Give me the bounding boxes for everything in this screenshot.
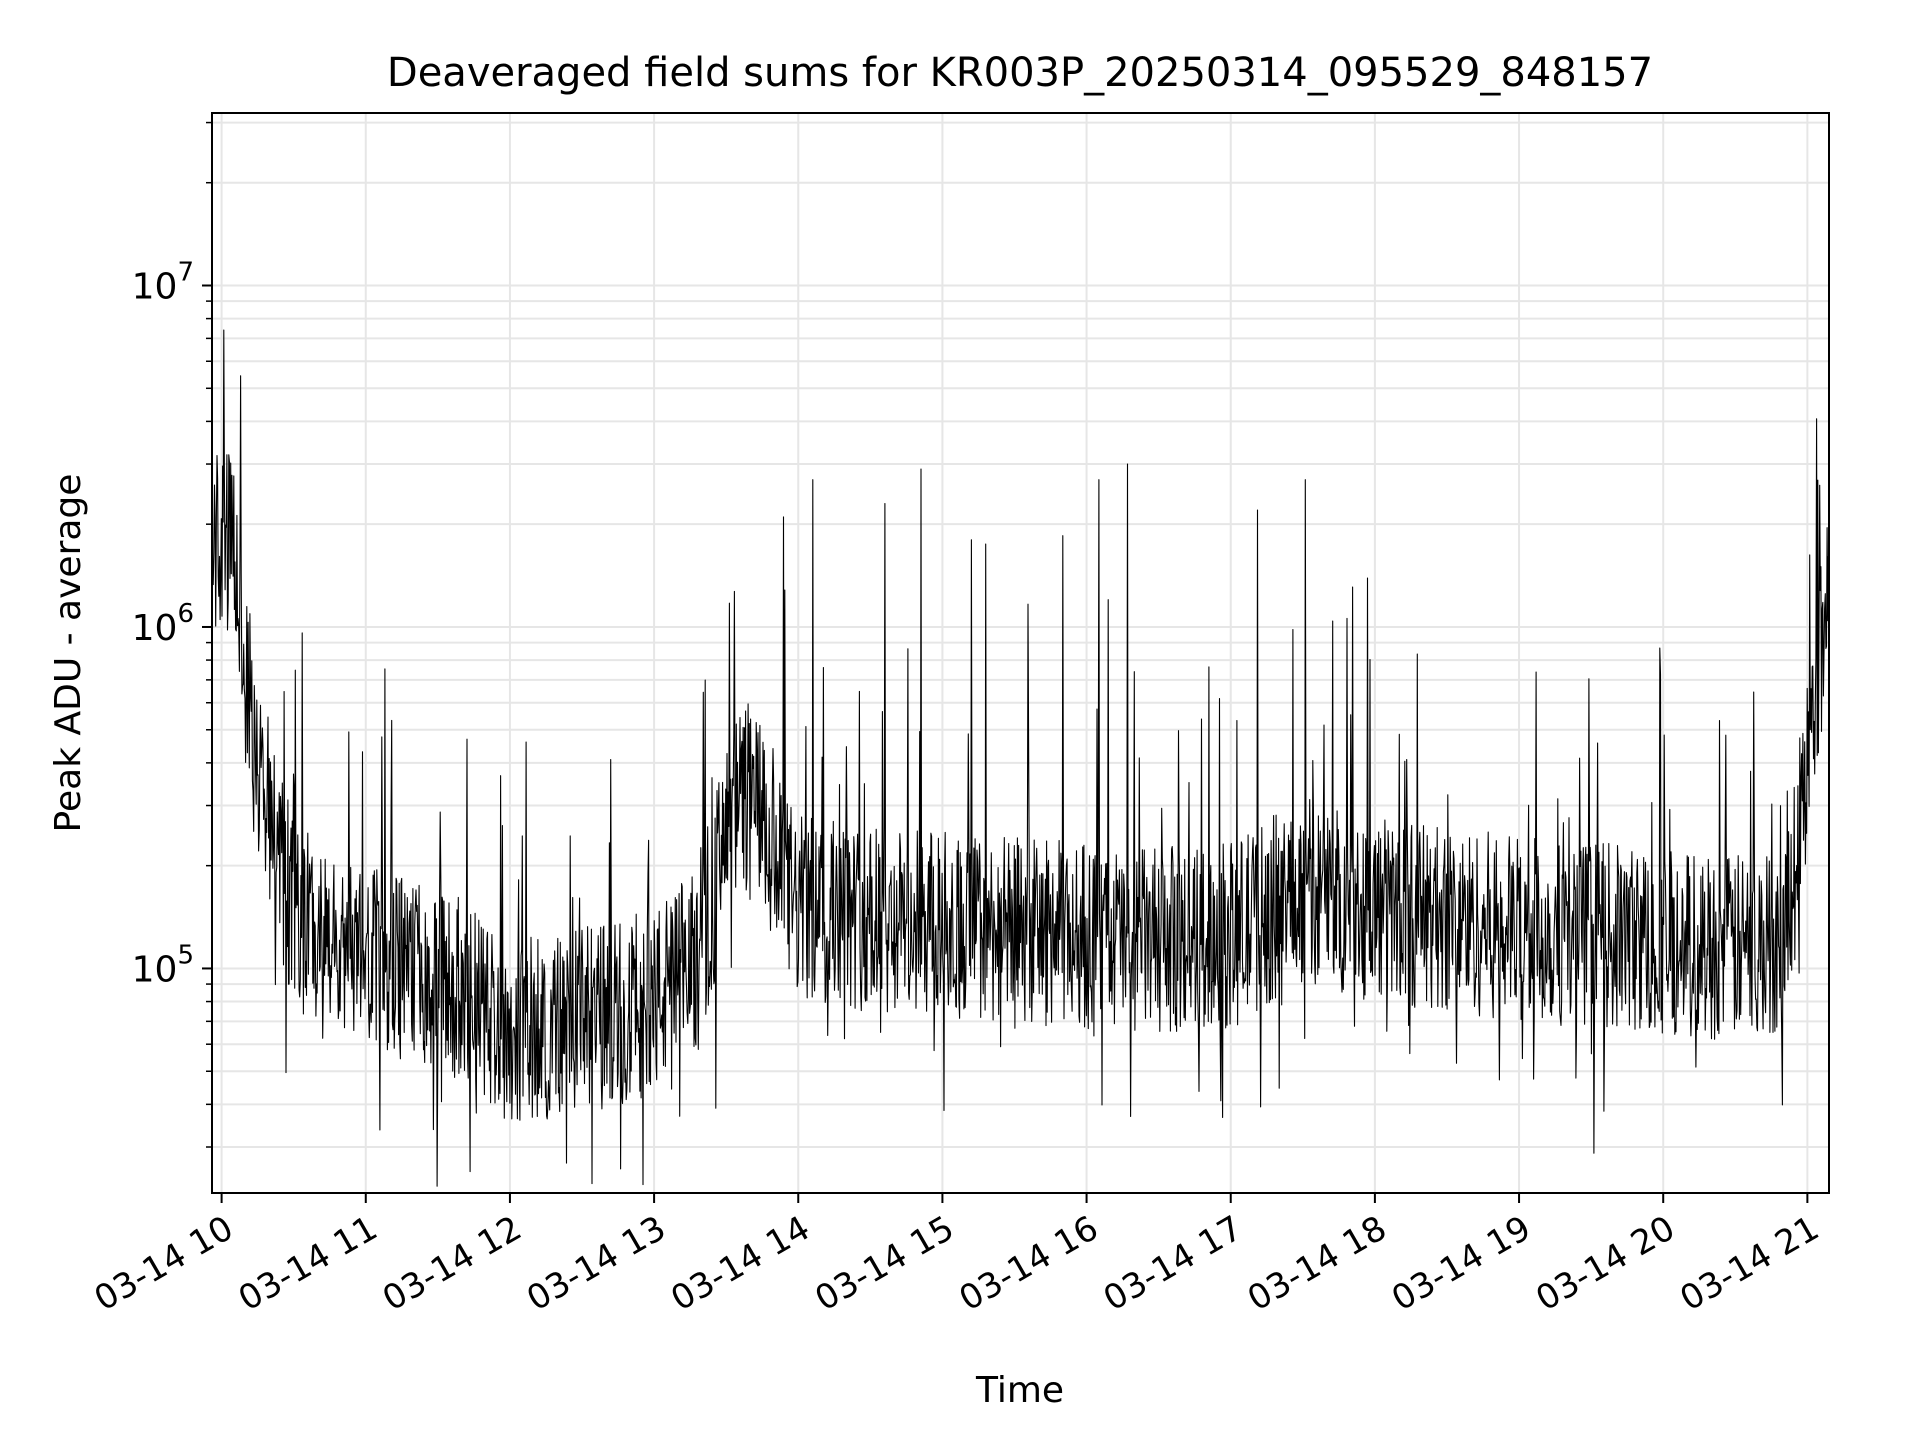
- y-axis-label: Peak ADU - average: [48, 474, 89, 833]
- plot-frame: [211, 112, 1830, 1194]
- x-axis-label: Time: [975, 1370, 1064, 1411]
- chart-title: Deaveraged field sums for KR003P_2025031…: [387, 50, 1653, 96]
- series-line: [211, 155, 1830, 1187]
- grid: [212, 113, 1829, 1193]
